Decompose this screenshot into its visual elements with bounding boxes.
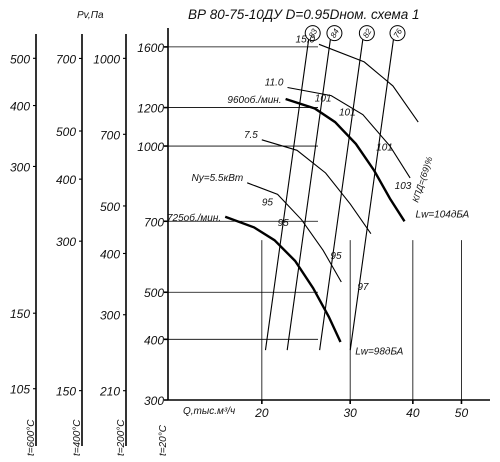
power-line [287,86,411,179]
point-label: 95 [262,197,274,208]
efficiency-circle [304,25,321,42]
efficiency-ray [349,39,395,351]
noise-label: Lw=104дБА [416,210,470,221]
temperature-tick-label: 400 [100,247,120,261]
temperature-scale-label: t=200°C [116,419,127,456]
temperature-tick-label: 300 [56,235,76,249]
efficiency-ray [286,39,331,351]
y-tick-label: 700 [144,215,164,229]
power-line-label: 11.0 [265,77,284,88]
temperature-tick-label: 300 [10,160,30,174]
temperature-tick-label: 1000 [93,52,120,66]
temperature-scale-label: t=400°C [72,419,83,456]
y-tick-label: 1600 [137,41,164,55]
temperature-axes: 105 150 300 400 500 t=600°C 150 300 400 500 700 t=4… [10,34,169,456]
efficiency-circle [326,25,343,42]
series-curves: 960об./мин. 725об./мин. [167,94,406,343]
point-label: 103 [395,181,412,192]
point-label: 95 [330,251,342,262]
y-axis-header: Pv,Па [77,10,104,21]
speed-curve [285,97,406,222]
y-tick-label: 1000 [137,140,164,154]
speed-curve-label: 725об./мин. [167,212,221,224]
y-tick-label: 300 [144,394,164,408]
temperature-tick-label: 300 [100,309,120,323]
efficiency-axis-label: КПД=(69)% [410,155,434,203]
temperature-tick-label: 500 [56,125,76,139]
temperature-tick-label: 150 [10,307,30,321]
temperature-scale-label: t=20°C [158,424,169,456]
efficiency-ray [264,39,310,351]
power-line [247,182,342,283]
temperature-scale-label: t=600°C [26,419,37,456]
power-line-label: 15.0 [296,34,316,45]
power-line-label: Ny=5.5кВт [192,173,244,184]
x-tick-label: 30 [343,406,357,420]
chart-labels: 101 101 101 103 95 95 95 97 Lw=104дБА Lw=98дБА [262,94,470,358]
temperature-tick-label: 400 [10,100,30,114]
grid-lines [168,46,462,400]
power-line-label: 7.5 [244,130,258,141]
temperature-tick-label: 105 [10,383,30,397]
y-tick-label: 400 [144,333,164,347]
temperature-tick-label: 700 [56,52,76,66]
chart-title: ВР 80-75-10ДУ D=0.95Dном. схема 1 [188,7,419,22]
plot-frame: 300 400 500 700 1000 1200 1600 20 30 40 50 [137,28,490,420]
y-tick-label: 500 [144,286,164,300]
point-label: 101 [315,94,332,105]
temperature-tick-label: 150 [56,385,76,399]
efficiency-circle [358,25,375,42]
temperature-tick-label: 500 [100,200,120,214]
speed-curve-label: 960об./мин. [227,94,281,106]
efficiency-ray [319,39,364,351]
x-axis-label: Q,тыс.м³/ч [183,406,235,417]
power-lines: 15.0 11.0 7.5 Ny=5.5кВт [192,34,419,283]
y-tick-label: 1200 [137,102,164,116]
point-label: 97 [357,282,369,293]
temperature-tick-label: 700 [100,128,120,142]
efficiency-rays: 83 84 82 76 [264,25,406,351]
power-line [261,139,372,235]
point-label: 101 [376,142,393,153]
temperature-tick-label: 500 [10,52,30,66]
point-label: 95 [278,218,290,229]
x-tick-label: 50 [455,406,469,420]
efficiency-circle [389,25,406,42]
speed-curve [224,215,342,343]
x-tick-label: 40 [406,406,420,420]
temperature-tick-label: 210 [99,385,120,399]
noise-label: Lw=98дБА [355,347,403,358]
x-tick-label: 20 [254,406,269,420]
point-label: 101 [339,108,356,119]
temperature-tick-label: 400 [56,173,76,187]
power-line [318,43,419,123]
